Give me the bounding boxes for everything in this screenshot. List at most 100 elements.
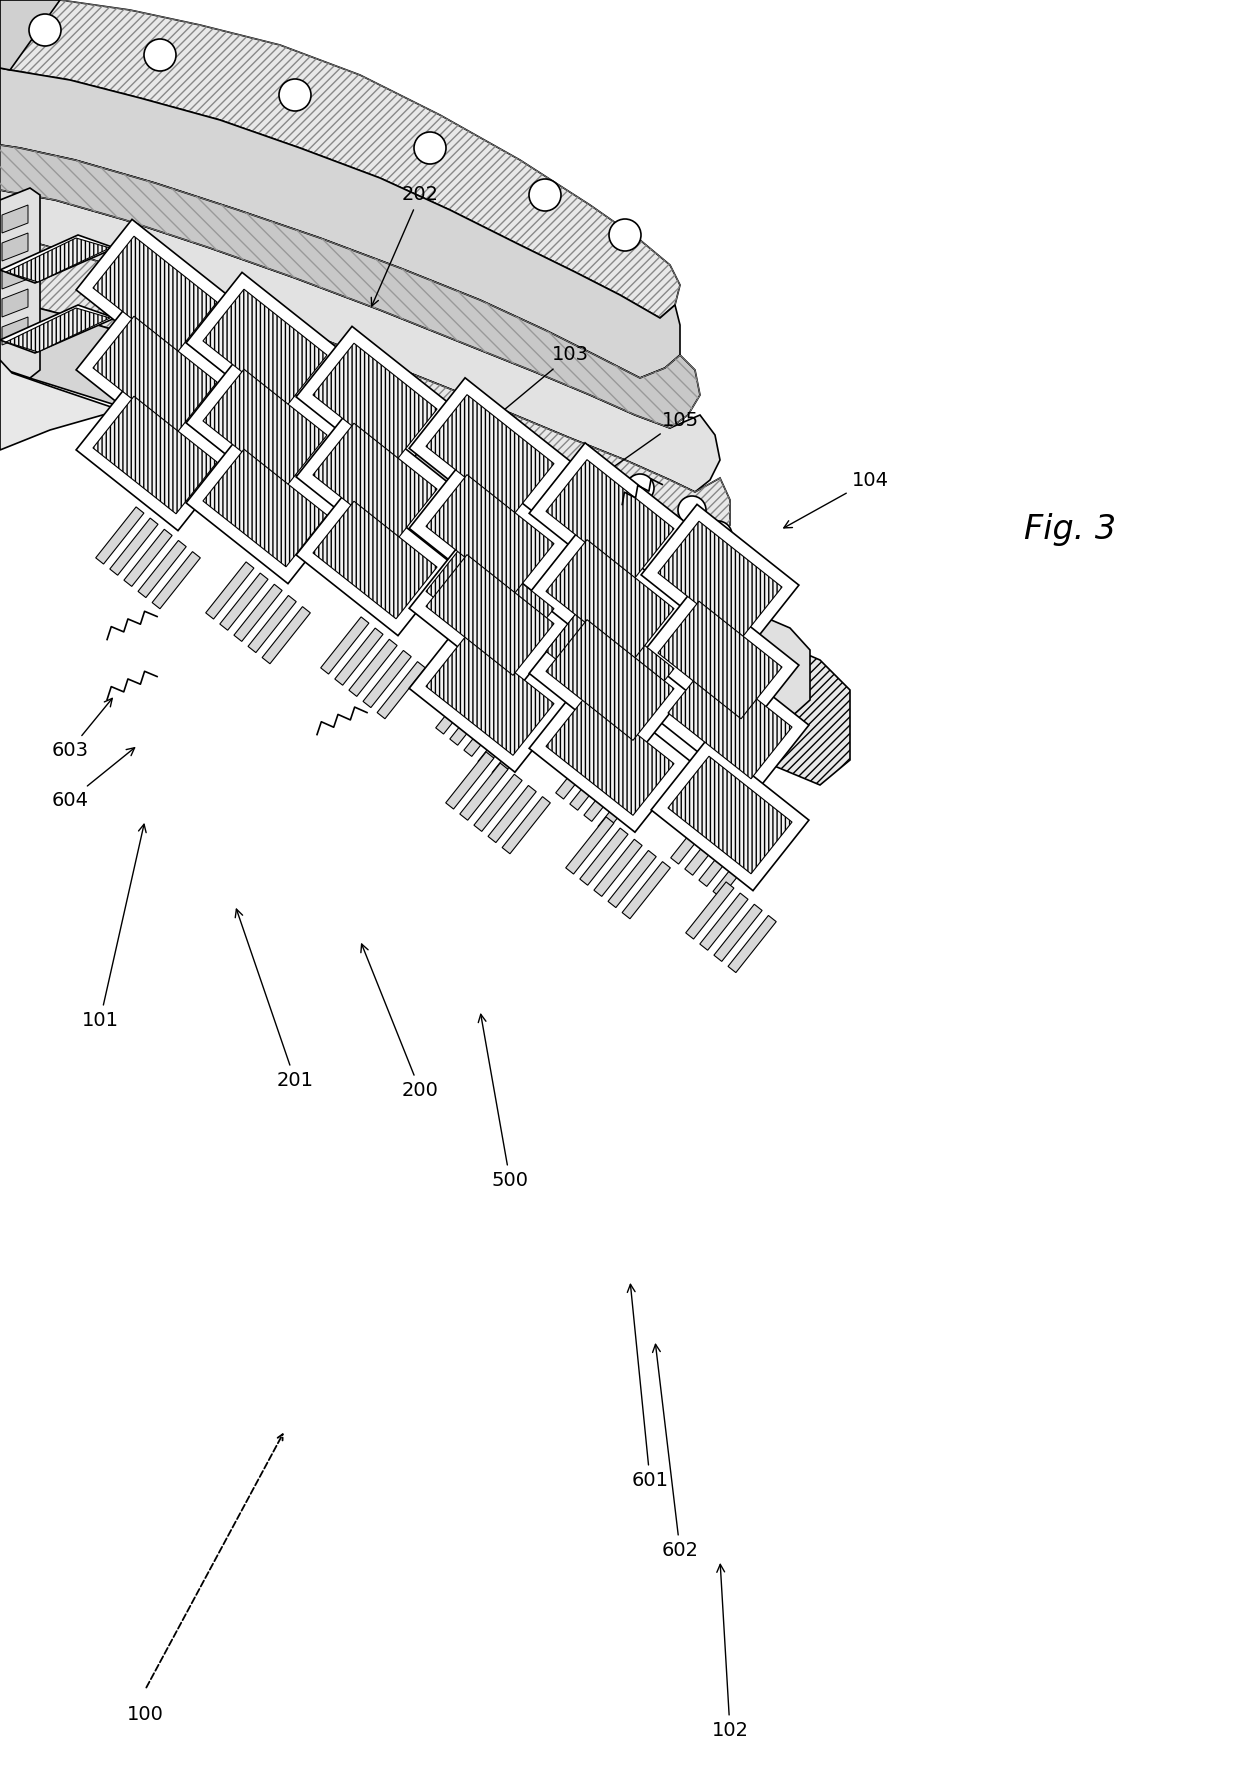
Polygon shape [203, 368, 327, 486]
Polygon shape [409, 377, 570, 533]
Text: 201: 201 [236, 908, 314, 1089]
Polygon shape [312, 424, 436, 540]
Text: 101: 101 [82, 824, 146, 1030]
Polygon shape [0, 145, 701, 427]
Polygon shape [0, 359, 120, 451]
Polygon shape [427, 395, 554, 515]
Text: 104: 104 [784, 470, 889, 527]
Polygon shape [409, 619, 570, 772]
Polygon shape [546, 696, 675, 815]
Text: 500: 500 [479, 1014, 528, 1189]
Circle shape [609, 218, 641, 250]
Polygon shape [93, 316, 217, 434]
Polygon shape [2, 261, 29, 290]
Polygon shape [186, 272, 343, 424]
Polygon shape [598, 776, 646, 833]
Polygon shape [556, 742, 604, 799]
Polygon shape [546, 540, 675, 660]
Text: 105: 105 [599, 411, 698, 477]
Polygon shape [658, 601, 782, 719]
Polygon shape [93, 397, 217, 513]
Polygon shape [580, 554, 849, 785]
Polygon shape [699, 892, 748, 949]
Polygon shape [529, 678, 691, 831]
Polygon shape [546, 460, 675, 581]
Polygon shape [608, 851, 656, 908]
Text: 200: 200 [361, 944, 439, 1100]
Polygon shape [2, 206, 29, 232]
Polygon shape [464, 699, 512, 756]
Polygon shape [460, 763, 508, 821]
Polygon shape [76, 379, 234, 531]
Polygon shape [594, 839, 642, 896]
Polygon shape [296, 327, 454, 477]
Circle shape [414, 132, 446, 164]
Polygon shape [529, 522, 691, 678]
Polygon shape [6, 238, 110, 283]
Polygon shape [651, 644, 808, 796]
Polygon shape [296, 485, 454, 637]
Polygon shape [427, 540, 554, 660]
Polygon shape [2, 316, 29, 345]
Polygon shape [479, 710, 526, 767]
Polygon shape [699, 830, 748, 887]
Polygon shape [529, 583, 691, 737]
Polygon shape [480, 538, 810, 719]
Polygon shape [713, 840, 761, 898]
Text: 604: 604 [52, 747, 135, 810]
Polygon shape [684, 819, 733, 874]
Polygon shape [622, 862, 671, 919]
Polygon shape [321, 617, 370, 674]
Circle shape [144, 39, 176, 72]
Polygon shape [335, 628, 383, 685]
Polygon shape [312, 343, 436, 461]
Polygon shape [153, 552, 201, 608]
Polygon shape [658, 522, 782, 638]
Polygon shape [570, 753, 618, 810]
Polygon shape [203, 449, 327, 567]
Polygon shape [0, 299, 730, 631]
Text: 103: 103 [484, 345, 589, 427]
Polygon shape [565, 817, 614, 874]
Polygon shape [668, 756, 792, 874]
Text: 202: 202 [371, 186, 439, 306]
Polygon shape [409, 538, 570, 692]
Polygon shape [0, 190, 720, 492]
Polygon shape [651, 740, 808, 890]
Polygon shape [641, 585, 799, 735]
Circle shape [529, 179, 560, 211]
Polygon shape [546, 620, 675, 740]
Polygon shape [580, 828, 627, 885]
Polygon shape [124, 529, 172, 586]
Circle shape [704, 520, 732, 549]
Circle shape [279, 79, 311, 111]
Polygon shape [234, 585, 283, 642]
Polygon shape [671, 806, 719, 864]
Polygon shape [546, 599, 675, 721]
Polygon shape [76, 299, 234, 451]
Polygon shape [2, 290, 29, 316]
Polygon shape [489, 785, 536, 842]
Polygon shape [641, 504, 799, 656]
Polygon shape [206, 561, 254, 619]
Text: 102: 102 [712, 1564, 749, 1740]
Polygon shape [0, 0, 680, 318]
Polygon shape [76, 220, 234, 370]
Polygon shape [445, 753, 494, 808]
Polygon shape [186, 433, 343, 583]
Polygon shape [0, 234, 730, 558]
Polygon shape [203, 290, 327, 408]
Polygon shape [377, 662, 425, 719]
Polygon shape [427, 554, 554, 676]
Polygon shape [435, 678, 484, 735]
Polygon shape [714, 905, 763, 962]
Polygon shape [728, 915, 776, 973]
Polygon shape [427, 474, 554, 595]
Polygon shape [6, 308, 110, 352]
Polygon shape [427, 635, 554, 755]
Polygon shape [348, 640, 397, 696]
Polygon shape [93, 236, 217, 354]
Circle shape [626, 474, 653, 502]
Polygon shape [219, 574, 268, 629]
Text: Fig. 3: Fig. 3 [1024, 513, 1116, 547]
